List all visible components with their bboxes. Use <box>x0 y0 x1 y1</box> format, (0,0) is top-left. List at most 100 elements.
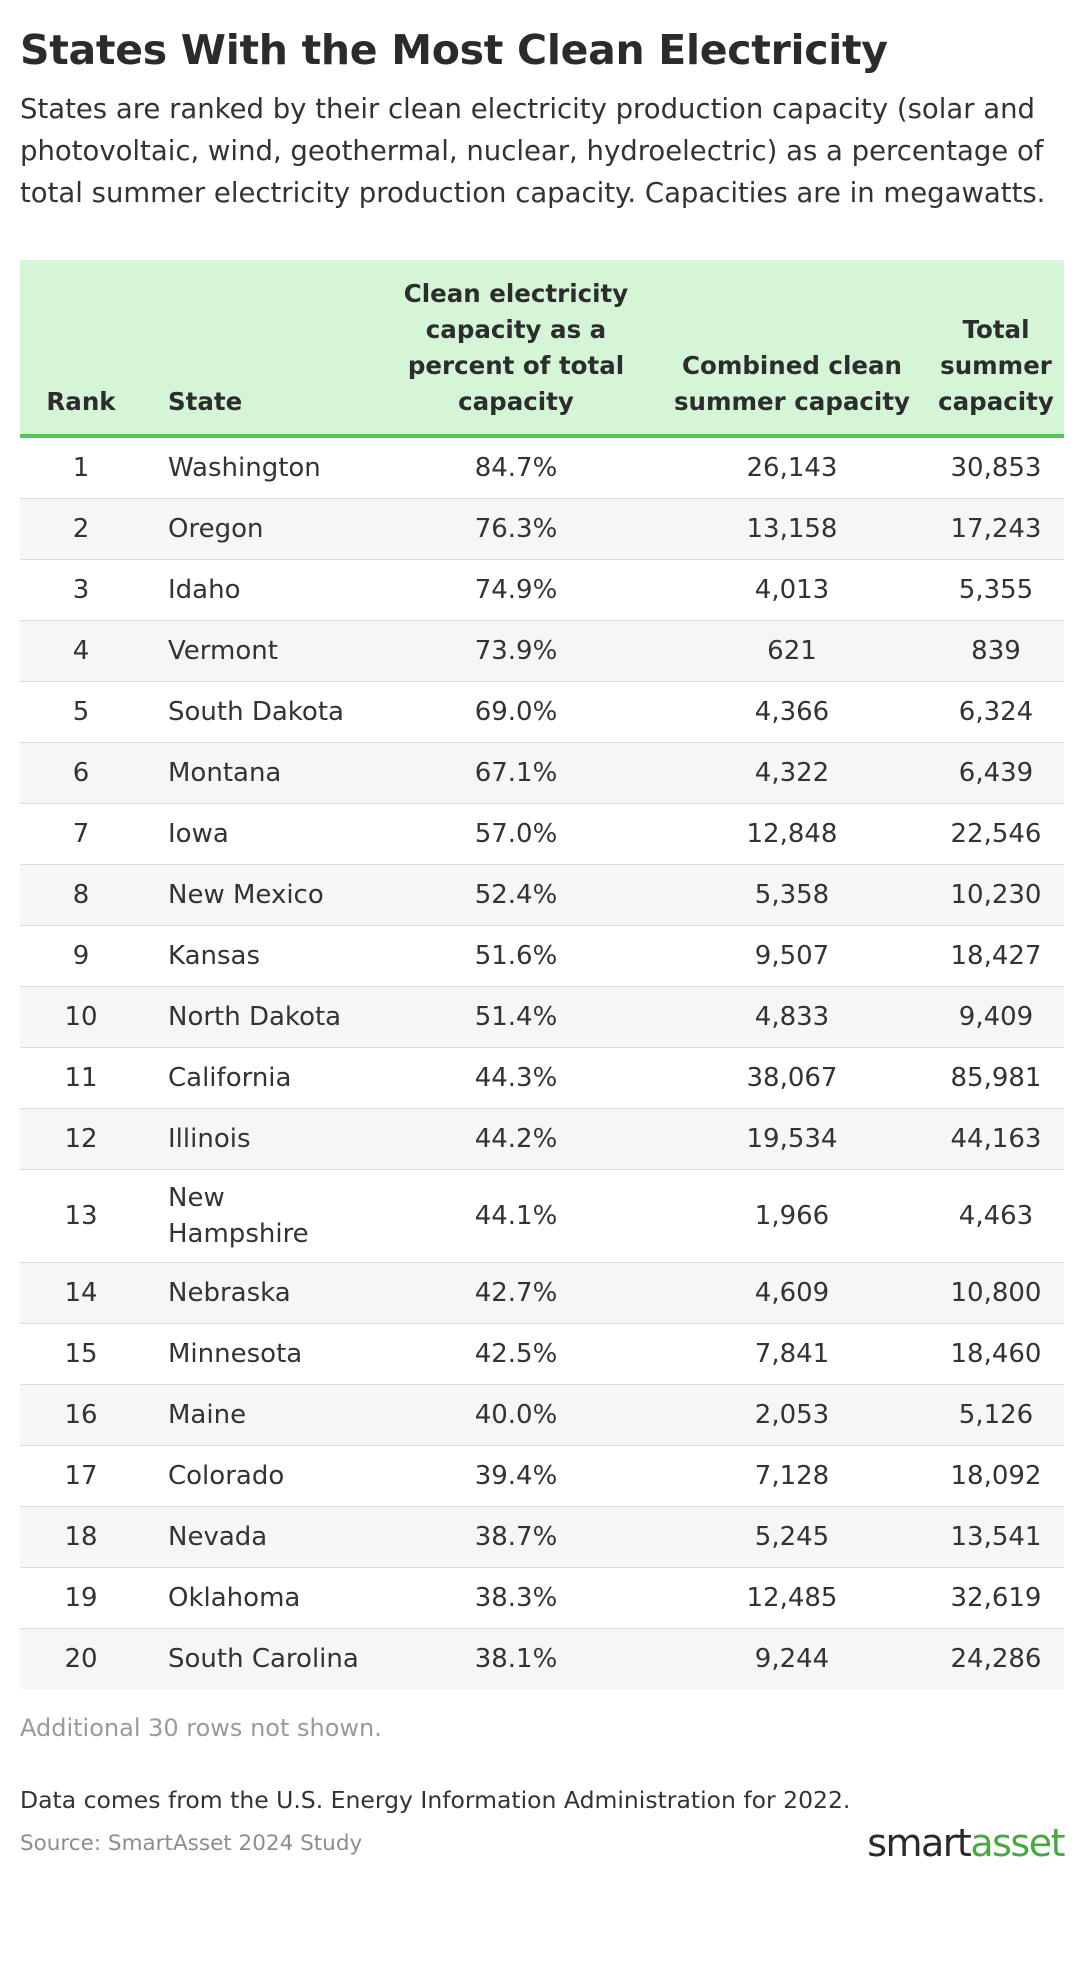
cell-clean-percent: 51.4% <box>376 986 656 1048</box>
cell-clean-percent: 51.6% <box>376 925 656 987</box>
cell-clean-percent: 39.4% <box>376 1445 656 1507</box>
cell-state: Washington <box>168 453 321 483</box>
table-header-row: Rank State Clean electricity capacity as… <box>20 260 1064 438</box>
cell-rank: 10 <box>20 986 142 1048</box>
table-row: 16 Maine 40.0% 2,053 5,126 <box>20 1384 1064 1446</box>
smartasset-logo: smartasset <box>867 1821 1065 1865</box>
cell-total-capacity: 13,541 <box>928 1506 1064 1568</box>
table-row: 7 Iowa 57.0% 12,848 22,546 <box>20 803 1064 865</box>
cell-state: New Mexico <box>142 864 376 926</box>
cell-clean-percent: 44.2% <box>376 1108 656 1170</box>
cell-combined-capacity: 2,053 <box>656 1384 928 1446</box>
cell-combined-capacity: 19,534 <box>656 1108 928 1170</box>
table-row: 6 Montana 67.1% 4,322 6,439 <box>20 742 1064 804</box>
cell-combined-capacity: 4,609 <box>656 1262 928 1324</box>
cell-clean-percent: 52.4% <box>376 864 656 926</box>
cell-total-capacity: 18,427 <box>928 925 1064 987</box>
table-row: 20 South Carolina 38.1% 9,244 24,286 <box>20 1628 1064 1689</box>
cell-state: North Dakota <box>142 986 376 1048</box>
cell-total-capacity: 22,546 <box>928 803 1064 865</box>
cell-state: Colorado <box>142 1445 376 1507</box>
table-row: 11 California 44.3% 38,067 85,981 <box>20 1047 1064 1109</box>
cell-combined-capacity: 38,067 <box>656 1047 928 1109</box>
cell-state: New Hampshire <box>142 1169 376 1263</box>
table-row: 18 Nevada 38.7% 5,245 13,541 <box>20 1506 1064 1568</box>
cell-combined-capacity: 4,013 <box>656 559 928 621</box>
cell-combined-capacity: 4,833 <box>656 986 928 1048</box>
cell-total-capacity: 30,853 <box>950 453 1042 483</box>
cell-rank: 14 <box>20 1262 142 1324</box>
logo-text-asset: asset <box>970 1821 1065 1865</box>
cell-rank: 5 <box>20 681 142 743</box>
table-row: 12 Illinois 44.2% 19,534 44,163 <box>20 1108 1064 1170</box>
cell-rank: 7 <box>20 803 142 865</box>
table-row: 19 Oklahoma 38.3% 12,485 32,619 <box>20 1567 1064 1629</box>
cell-rank: 20 <box>20 1628 142 1689</box>
cell-total-capacity: 24,286 <box>928 1628 1064 1689</box>
cell-total-capacity: 5,355 <box>928 559 1064 621</box>
cell-clean-percent: 38.3% <box>376 1567 656 1629</box>
cell-combined-capacity: 7,841 <box>656 1323 928 1385</box>
table-row: 17 Colorado 39.4% 7,128 18,092 <box>20 1445 1064 1507</box>
cell-total-capacity: 9,409 <box>928 986 1064 1048</box>
cell-clean-percent: 84.7% <box>474 453 558 483</box>
table-row: 1 Washington 84.7% 26,143 30,853 <box>20 436 1064 499</box>
cell-clean-percent: 38.1% <box>376 1628 656 1689</box>
cell-clean-percent: 67.1% <box>376 742 656 804</box>
cell-combined-capacity: 4,366 <box>656 681 928 743</box>
cell-state: California <box>142 1047 376 1109</box>
page: States With the Most Clean Electricity S… <box>20 26 1065 1865</box>
cell-clean-percent: 40.0% <box>376 1384 656 1446</box>
cell-state: Oklahoma <box>142 1567 376 1629</box>
cell-clean-percent: 42.5% <box>376 1323 656 1385</box>
cell-rank: 13 <box>20 1169 142 1263</box>
table-row: 15 Minnesota 42.5% 7,841 18,460 <box>20 1323 1064 1385</box>
cell-combined-capacity: 621 <box>656 620 928 682</box>
cell-state: Oregon <box>142 498 376 560</box>
source-credit: Source: SmartAsset 2024 Study <box>20 1831 363 1856</box>
cell-rank: 19 <box>20 1567 142 1629</box>
cell-state: Minnesota <box>142 1323 376 1385</box>
cell-clean-percent: 38.7% <box>376 1506 656 1568</box>
cell-combined-capacity: 12,848 <box>656 803 928 865</box>
header-clean-percent: Clean electricity capacity as a percent … <box>376 260 656 438</box>
table-row: 8 New Mexico 52.4% 5,358 10,230 <box>20 864 1064 926</box>
page-subtitle: States are ranked by their clean electri… <box>20 93 1046 209</box>
data-table: Rank State Clean electricity capacity as… <box>20 260 1064 1689</box>
cell-clean-percent: 44.3% <box>376 1047 656 1109</box>
table-body: 1 Washington 84.7% 26,143 30,853 2 Oregon 76.3%… <box>20 436 1064 1689</box>
header-rank: Rank <box>20 260 142 438</box>
rows-not-shown-note: Additional 30 rows not shown. <box>20 1714 382 1742</box>
table-row: 3 Idaho 74.9% 4,013 5,355 <box>20 559 1064 621</box>
header-combined-capacity: Combined clean summer capacity <box>656 260 928 438</box>
cell-total-capacity: 18,460 <box>928 1323 1064 1385</box>
cell-combined-capacity: 13,158 <box>656 498 928 560</box>
cell-total-capacity: 5,126 <box>928 1384 1064 1446</box>
table-row: 14 Nebraska 42.7% 4,609 10,800 <box>20 1262 1064 1324</box>
cell-clean-percent: 44.1% <box>376 1169 656 1263</box>
cell-clean-percent: 57.0% <box>376 803 656 865</box>
logo-text-smart: smart <box>867 1821 972 1865</box>
cell-state: South Dakota <box>142 681 376 743</box>
cell-clean-percent: 42.7% <box>376 1262 656 1324</box>
cell-rank: 11 <box>20 1047 142 1109</box>
cell-combined-capacity: 5,245 <box>656 1506 928 1568</box>
table-row: 9 Kansas 51.6% 9,507 18,427 <box>20 925 1064 987</box>
cell-total-capacity: 32,619 <box>928 1567 1064 1629</box>
cell-state: Illinois <box>142 1108 376 1170</box>
header-state: State <box>142 260 376 438</box>
cell-rank: 2 <box>20 498 142 560</box>
cell-state: Nevada <box>142 1506 376 1568</box>
cell-rank: 17 <box>20 1445 142 1507</box>
cell-state: Vermont <box>142 620 376 682</box>
table-row: 13 New Hampshire 44.1% 1,966 4,463 <box>20 1169 1064 1263</box>
table-row: 5 South Dakota 69.0% 4,366 6,324 <box>20 681 1064 743</box>
cell-rank: 4 <box>20 620 142 682</box>
cell-state: South Carolina <box>142 1628 376 1689</box>
cell-total-capacity: 85,981 <box>928 1047 1064 1109</box>
cell-state: Idaho <box>142 559 376 621</box>
cell-clean-percent: 74.9% <box>376 559 656 621</box>
cell-combined-capacity: 1,966 <box>656 1169 928 1263</box>
cell-rank: 1 <box>72 453 90 483</box>
table-row: 4 Vermont 73.9% 621 839 <box>20 620 1064 682</box>
